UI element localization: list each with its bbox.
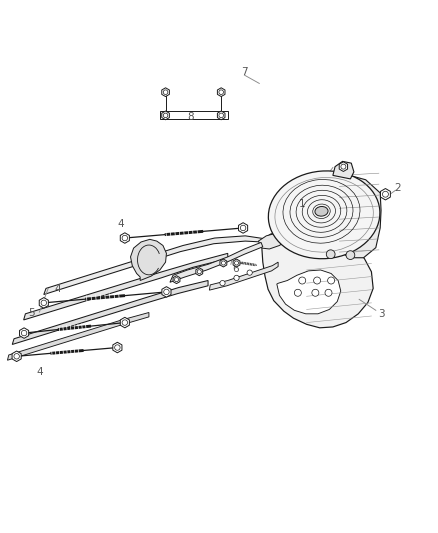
Circle shape bbox=[326, 250, 335, 259]
Circle shape bbox=[163, 90, 168, 94]
Text: 3: 3 bbox=[378, 309, 385, 319]
Polygon shape bbox=[233, 259, 240, 267]
Polygon shape bbox=[196, 268, 203, 276]
Text: 4: 4 bbox=[117, 220, 124, 229]
Circle shape bbox=[346, 251, 355, 260]
Polygon shape bbox=[333, 161, 354, 179]
Text: 2: 2 bbox=[394, 183, 401, 192]
Text: 4: 4 bbox=[36, 367, 43, 377]
Circle shape bbox=[221, 261, 226, 265]
Polygon shape bbox=[39, 297, 48, 308]
Polygon shape bbox=[277, 270, 341, 314]
Polygon shape bbox=[113, 342, 122, 353]
Circle shape bbox=[122, 320, 127, 325]
Polygon shape bbox=[217, 88, 225, 96]
Circle shape bbox=[219, 113, 223, 118]
Bar bbox=[160, 111, 228, 119]
Circle shape bbox=[314, 277, 321, 284]
Polygon shape bbox=[217, 111, 225, 120]
Text: 5: 5 bbox=[28, 309, 35, 318]
Polygon shape bbox=[120, 317, 129, 328]
Circle shape bbox=[325, 289, 332, 296]
Polygon shape bbox=[258, 231, 289, 249]
Polygon shape bbox=[162, 88, 170, 96]
Circle shape bbox=[294, 289, 301, 296]
Polygon shape bbox=[173, 276, 180, 284]
Ellipse shape bbox=[268, 171, 380, 259]
Text: 4: 4 bbox=[54, 284, 61, 294]
Polygon shape bbox=[131, 239, 166, 280]
Polygon shape bbox=[44, 236, 263, 295]
Circle shape bbox=[234, 275, 239, 280]
Polygon shape bbox=[381, 189, 390, 200]
Circle shape bbox=[197, 270, 201, 274]
Polygon shape bbox=[339, 162, 348, 172]
Polygon shape bbox=[209, 262, 278, 290]
Polygon shape bbox=[239, 223, 247, 233]
Circle shape bbox=[234, 261, 239, 265]
Polygon shape bbox=[12, 280, 208, 344]
Circle shape bbox=[328, 277, 335, 284]
Circle shape bbox=[163, 113, 168, 118]
Circle shape bbox=[312, 289, 319, 296]
Circle shape bbox=[164, 289, 169, 295]
Polygon shape bbox=[7, 312, 149, 360]
Circle shape bbox=[21, 330, 27, 336]
Text: 7: 7 bbox=[241, 67, 248, 77]
Ellipse shape bbox=[315, 206, 328, 216]
Text: 1: 1 bbox=[299, 199, 306, 209]
Circle shape bbox=[240, 225, 246, 231]
Polygon shape bbox=[333, 175, 381, 258]
Polygon shape bbox=[24, 253, 228, 320]
Circle shape bbox=[341, 164, 346, 169]
Circle shape bbox=[122, 235, 127, 241]
Text: 6: 6 bbox=[232, 264, 239, 273]
Polygon shape bbox=[120, 233, 129, 243]
Circle shape bbox=[247, 270, 252, 275]
Circle shape bbox=[220, 280, 225, 286]
Polygon shape bbox=[20, 328, 28, 338]
Polygon shape bbox=[262, 231, 373, 328]
Polygon shape bbox=[162, 111, 170, 120]
Polygon shape bbox=[220, 259, 227, 267]
Circle shape bbox=[41, 300, 46, 305]
Circle shape bbox=[115, 345, 120, 350]
Circle shape bbox=[219, 90, 223, 94]
Text: 8: 8 bbox=[187, 112, 194, 122]
Polygon shape bbox=[170, 243, 263, 282]
Circle shape bbox=[14, 353, 19, 359]
Circle shape bbox=[382, 191, 389, 197]
Circle shape bbox=[174, 278, 179, 281]
Polygon shape bbox=[12, 351, 21, 361]
Circle shape bbox=[299, 277, 306, 284]
Polygon shape bbox=[162, 287, 171, 297]
